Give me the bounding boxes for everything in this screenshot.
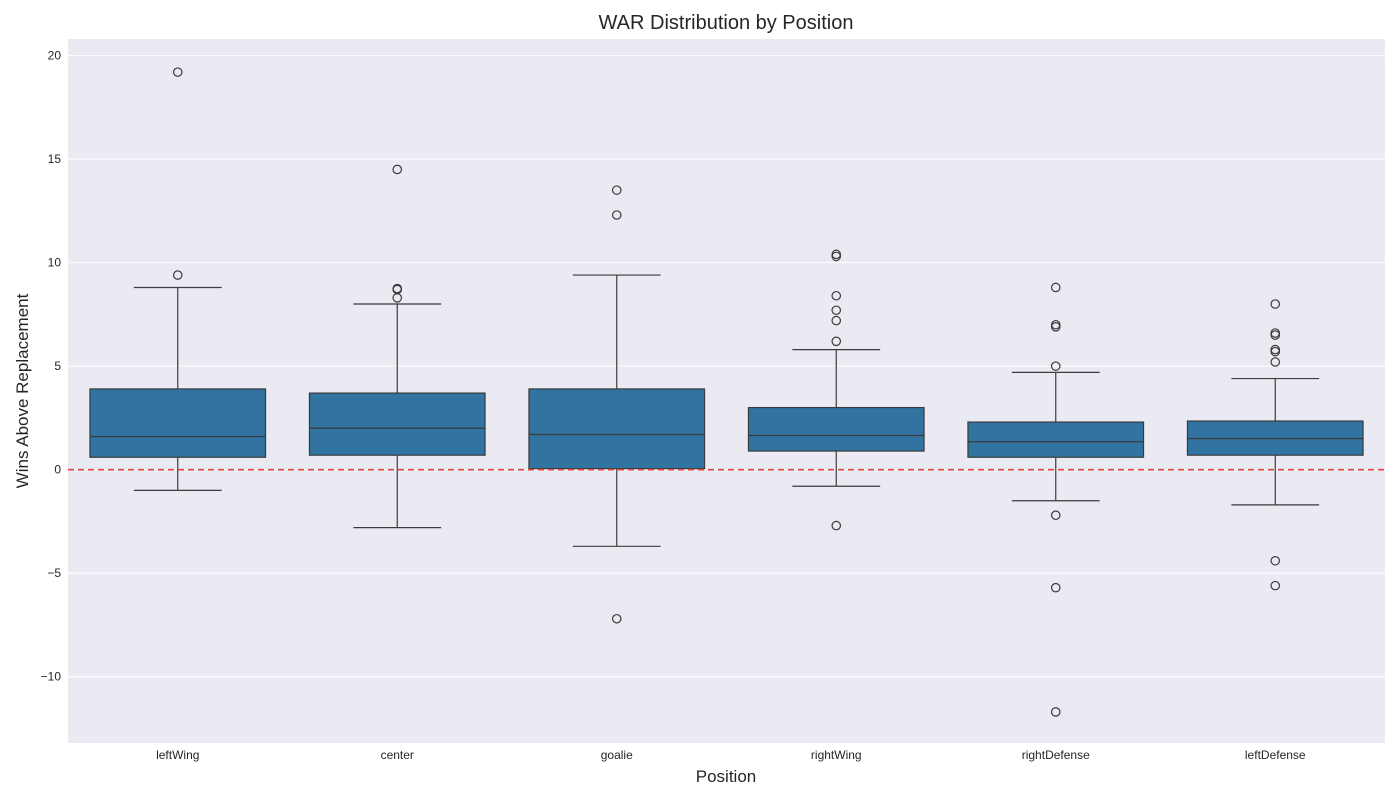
x-tick-label: goalie xyxy=(601,748,633,762)
y-tick-label: 0 xyxy=(54,463,61,477)
outlier-point xyxy=(831,290,842,301)
outlier-point xyxy=(392,164,403,175)
outlier-point xyxy=(611,185,622,195)
outlier-point xyxy=(831,315,842,326)
y-tick-label: −5 xyxy=(47,566,61,580)
x-axis-ticks: leftWing center goalie rightWing rightDefens… xyxy=(156,748,1306,762)
x-tick-label: rightDefense xyxy=(1022,748,1090,762)
outlier-point xyxy=(831,249,842,260)
outlier-point xyxy=(1050,582,1061,593)
y-tick-label: 5 xyxy=(54,359,61,373)
plot-background xyxy=(68,39,1385,743)
grid-lines xyxy=(68,55,1385,678)
outlier-point xyxy=(1050,282,1061,293)
outlier-point xyxy=(831,520,842,531)
outlier-point xyxy=(1270,555,1281,566)
chart-title: WAR Distribution by Position xyxy=(599,12,854,34)
boxes xyxy=(89,67,1364,717)
outlier-point xyxy=(1050,361,1061,371)
outlier-point xyxy=(172,270,183,280)
outlier-point xyxy=(611,613,622,624)
outlier-point xyxy=(1050,319,1061,330)
iqr-box xyxy=(528,388,706,470)
box-center xyxy=(308,164,486,529)
y-tick-label: −10 xyxy=(41,670,62,684)
y-tick-label: 15 xyxy=(48,152,62,166)
x-axis-label: Position xyxy=(696,767,756,786)
outlier-point xyxy=(392,283,403,294)
x-tick-label: center xyxy=(381,748,414,762)
outlier-point xyxy=(611,210,622,220)
box-leftWing xyxy=(89,67,267,491)
outlier-point xyxy=(1050,707,1061,717)
x-tick-label: leftDefense xyxy=(1245,748,1306,762)
outlier-point xyxy=(831,305,842,316)
outlier-point xyxy=(1050,510,1061,521)
y-tick-label: 10 xyxy=(48,256,62,270)
box-leftDefense xyxy=(1186,299,1364,591)
outlier-point xyxy=(172,67,183,77)
outlier-point xyxy=(1270,299,1281,309)
iqr-box xyxy=(747,406,925,452)
iqr-box xyxy=(89,388,267,458)
iqr-box xyxy=(308,392,486,456)
box-goalie xyxy=(528,185,706,624)
y-tick-label: 20 xyxy=(48,49,62,63)
box-rightWing xyxy=(747,249,925,531)
y-axis-ticks: −10 −5 0 5 10 15 20 xyxy=(41,49,62,684)
y-axis-label: Wins Above Replacement xyxy=(13,293,32,488)
outlier-point xyxy=(1270,328,1281,338)
outlier-point xyxy=(1270,357,1281,367)
outlier-point xyxy=(1270,344,1281,355)
box-rightDefense xyxy=(967,282,1145,717)
outlier-point xyxy=(831,336,842,347)
x-tick-label: leftWing xyxy=(156,748,199,762)
x-tick-label: rightWing xyxy=(811,748,862,762)
outlier-point xyxy=(1270,580,1281,591)
iqr-box xyxy=(967,421,1145,458)
